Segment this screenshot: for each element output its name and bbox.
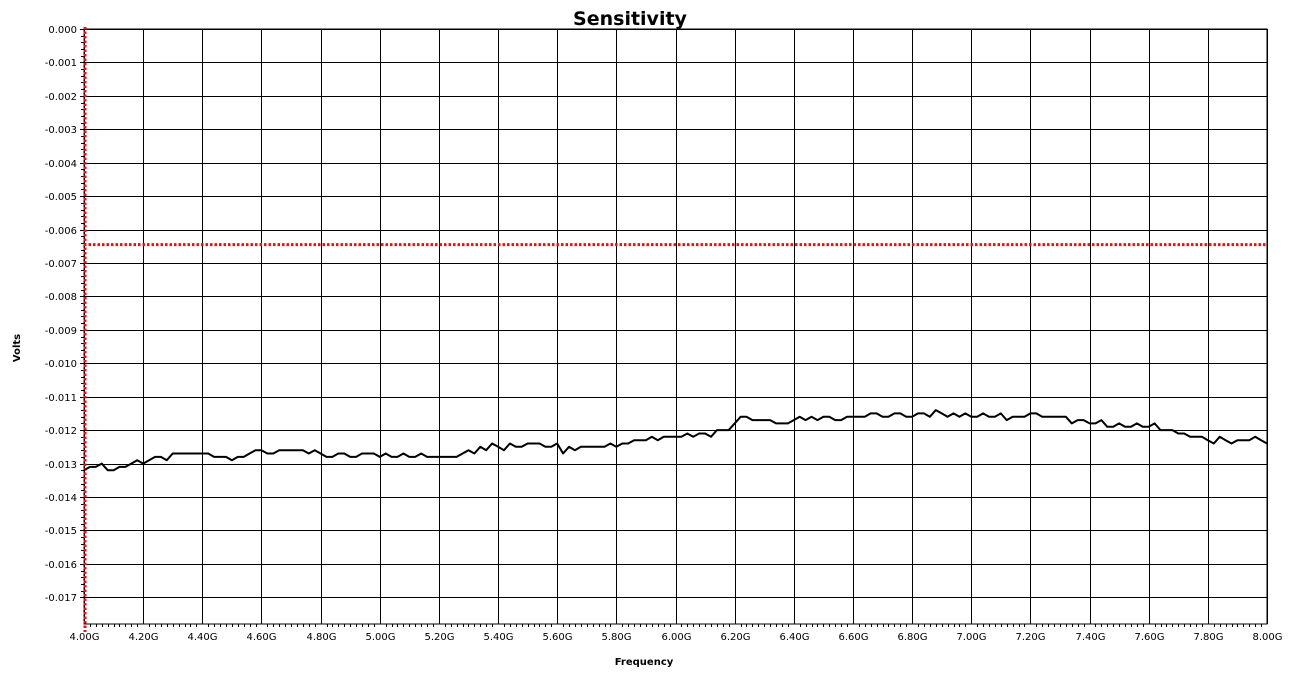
y-tick-label: -0.003 bbox=[45, 125, 77, 136]
x-tick-label: 6.20G bbox=[720, 632, 750, 643]
x-tick-label: 7.20G bbox=[1015, 632, 1045, 643]
y-tick-label: -0.017 bbox=[45, 593, 77, 604]
x-tick-label: 5.80G bbox=[601, 632, 631, 643]
y-axis-label: Volts bbox=[12, 334, 23, 362]
x-tick-label: 6.40G bbox=[779, 632, 809, 643]
x-axis-label: Frequency bbox=[615, 657, 674, 668]
series-layer bbox=[83, 409, 1268, 472]
minor-ticks bbox=[81, 36, 1262, 627]
x-tick-label: 7.00G bbox=[956, 632, 986, 643]
x-tick-label: 6.60G bbox=[838, 632, 868, 643]
y-tick-labels: 0.000 -0.001 -0.002 -0.003 -0.004 -0.005 -0.00… bbox=[45, 25, 77, 604]
series-line bbox=[83, 409, 1268, 472]
y-tick-label: -0.005 bbox=[45, 192, 77, 203]
x-tick-label: 4.40G bbox=[187, 632, 217, 643]
y-tick-label: -0.007 bbox=[45, 259, 77, 270]
x-tick-label: 7.60G bbox=[1134, 632, 1164, 643]
y-tick-label: -0.006 bbox=[45, 226, 77, 237]
y-tick-label: -0.010 bbox=[45, 359, 77, 370]
x-tick-label: 8.00G bbox=[1252, 632, 1282, 643]
x-tick-label: 4.60G bbox=[246, 632, 276, 643]
y-tick-label: -0.013 bbox=[45, 460, 77, 471]
y-tick-label: -0.014 bbox=[45, 493, 77, 504]
y-tick-label: -0.015 bbox=[45, 526, 77, 537]
x-tick-label: 7.80G bbox=[1193, 632, 1223, 643]
x-tick-label: 5.40G bbox=[483, 632, 513, 643]
y-tick-label: -0.004 bbox=[45, 159, 77, 170]
x-tick-label: 6.80G bbox=[897, 632, 927, 643]
y-tick-label: -0.001 bbox=[45, 58, 77, 69]
x-tick-label: 4.00G bbox=[69, 632, 99, 643]
x-tick-labels: 4.00G 4.20G 4.40G 4.60G 4.80G 5.00G 5.20G 5.40G… bbox=[69, 632, 1282, 643]
x-tick-label: 5.20G bbox=[424, 632, 454, 643]
y-tick-label: -0.016 bbox=[45, 560, 77, 571]
y-tick-label: -0.002 bbox=[45, 92, 77, 103]
x-tick-label: 7.40G bbox=[1075, 632, 1105, 643]
x-tick-label: 4.20G bbox=[128, 632, 158, 643]
chart-title: Sensitivity bbox=[573, 8, 687, 30]
cursor-markers bbox=[83, 27, 1267, 632]
x-tick-label: 5.60G bbox=[542, 632, 572, 643]
y-tick-label: -0.008 bbox=[45, 292, 77, 303]
x-tick-label: 5.00G bbox=[365, 632, 395, 643]
y-tick-label: -0.009 bbox=[45, 326, 77, 337]
x-tick-label: 4.80G bbox=[306, 632, 336, 643]
y-tick-label: 0.000 bbox=[48, 25, 77, 36]
x-tick-label: 6.00G bbox=[661, 632, 691, 643]
y-tick-label: -0.011 bbox=[45, 393, 77, 404]
grid bbox=[80, 28, 1268, 625]
y-tick-label: -0.012 bbox=[45, 426, 77, 437]
